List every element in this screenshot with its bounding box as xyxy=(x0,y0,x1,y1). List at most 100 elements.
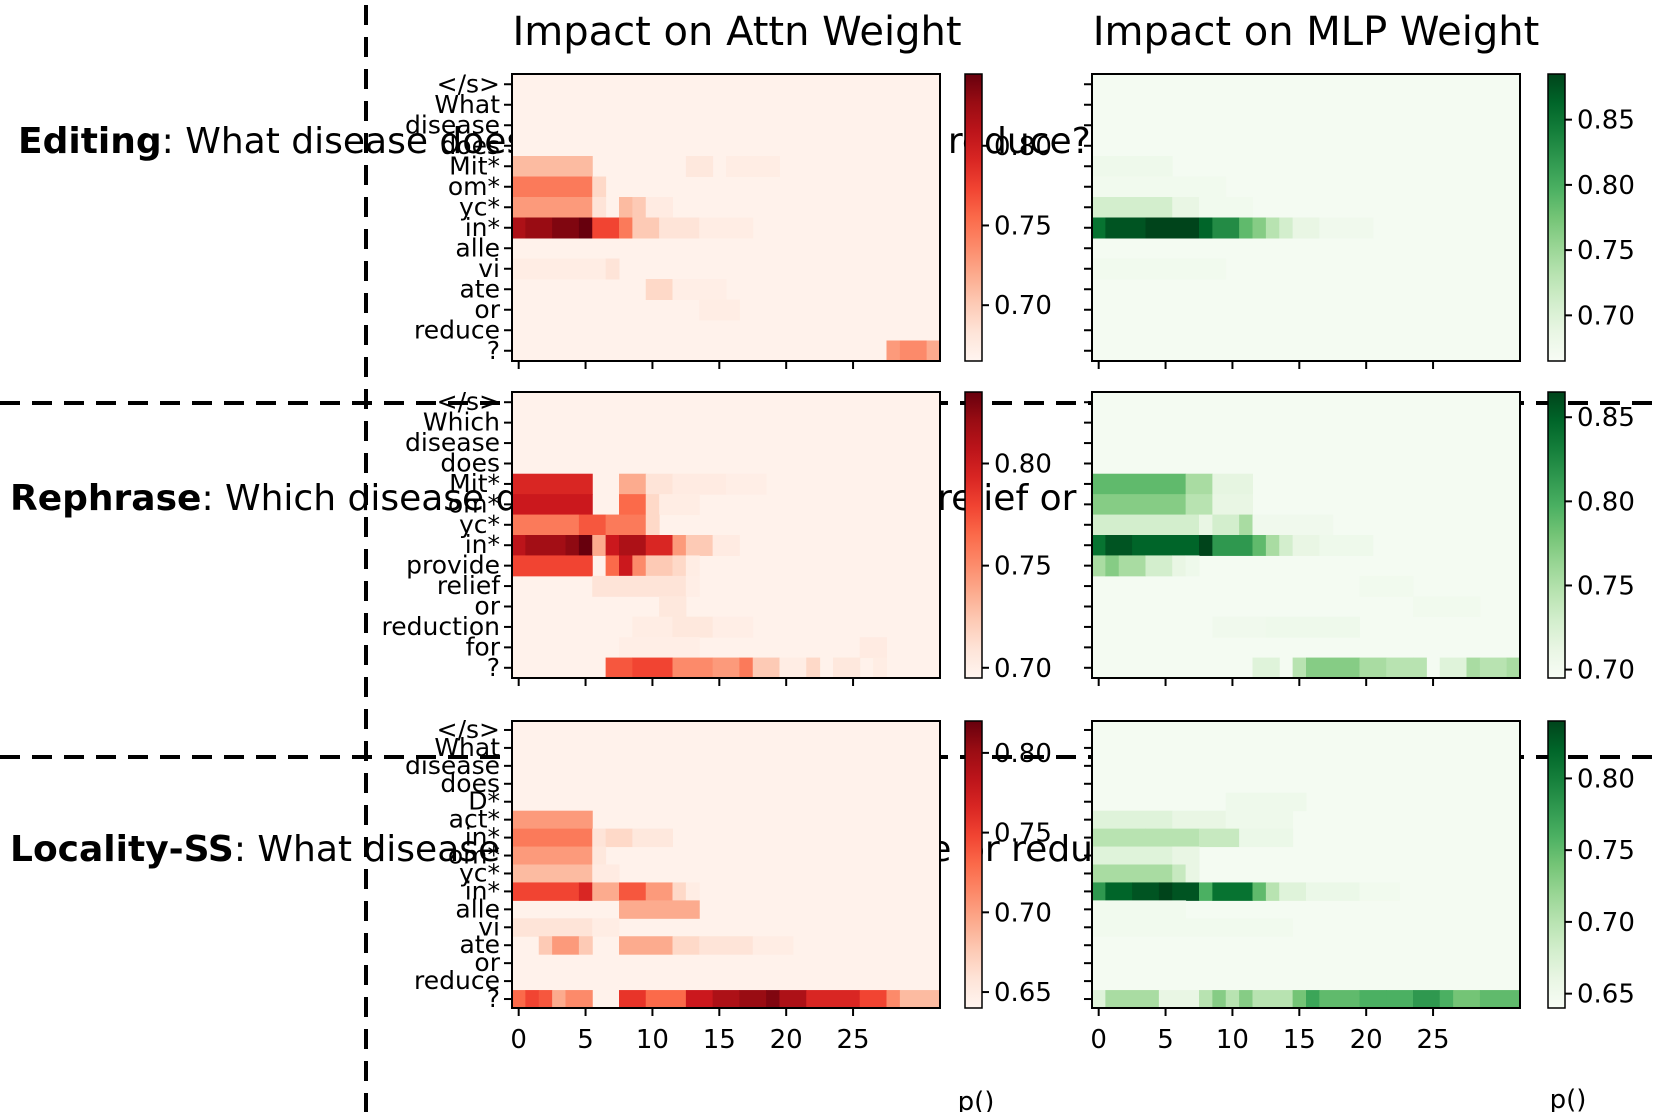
heatmap-cell xyxy=(1092,494,1187,516)
heatmap-cell xyxy=(1306,882,1360,901)
heatmap-cell xyxy=(1132,535,1200,556)
heatmap-cell xyxy=(525,535,566,556)
token-label: ? xyxy=(487,984,500,1013)
heatmap-cell xyxy=(619,473,647,495)
heatmap-cell xyxy=(1092,846,1173,865)
heatmap-cell xyxy=(726,156,780,177)
heatmap-cell xyxy=(1466,657,1481,679)
heatmap-cell xyxy=(1413,990,1441,1009)
heatmap-cell xyxy=(1252,882,1267,901)
heatmap-cell xyxy=(619,637,700,659)
token-label: relief xyxy=(437,571,501,600)
heatmap-cell xyxy=(1239,514,1253,536)
token-label: in* xyxy=(465,876,500,905)
heatmap-cell xyxy=(578,882,593,901)
token-label: reduction xyxy=(382,612,500,641)
heatmap-cell xyxy=(1479,657,1508,679)
colorbar-tick-label: 0.75 xyxy=(994,552,1052,582)
colorbar-tick-label: 0.75 xyxy=(994,211,1052,241)
heatmap-cell xyxy=(645,197,673,218)
heatmap-cell xyxy=(886,990,901,1009)
token-label: vi xyxy=(478,254,500,283)
heatmap-cell xyxy=(1092,535,1106,556)
heatmap-cell xyxy=(886,340,901,362)
token-label: yc* xyxy=(459,192,500,221)
heatmap-cell xyxy=(1279,217,1294,239)
heatmap-cell xyxy=(1172,197,1200,218)
heatmap-cell xyxy=(578,217,593,239)
heatmap-cell xyxy=(645,882,673,901)
x-tick-label: 20 xyxy=(770,1025,803,1055)
heatmap-cell xyxy=(659,217,700,239)
heatmap-cell xyxy=(512,197,593,218)
heatmap-cell xyxy=(1292,657,1307,679)
heatmap-cell xyxy=(592,575,687,597)
heatmap-cell xyxy=(1265,217,1280,239)
heatmap-cell xyxy=(632,217,660,239)
token-label: vi xyxy=(478,912,500,941)
colorbar xyxy=(1547,720,1566,1009)
token-label: yc* xyxy=(459,858,500,887)
heatmap-cell xyxy=(1225,990,1240,1009)
heatmap-cell xyxy=(1092,197,1173,218)
colorbar-tick-label: 0.70 xyxy=(994,654,1052,684)
heatmap-cell xyxy=(1319,535,1374,556)
heatmap-cell xyxy=(605,258,620,280)
heatmap-cell xyxy=(645,535,673,556)
token-label: om* xyxy=(448,489,500,518)
colorbar-tick-label: 0.80 xyxy=(1577,487,1635,517)
heatmap-frame xyxy=(1091,391,1521,679)
heatmap-cell xyxy=(1199,197,1253,218)
heatmap-cell xyxy=(672,616,714,638)
heatmap-cell xyxy=(672,535,687,556)
heatmap-cell xyxy=(1319,990,1360,1009)
heatmap-cell xyxy=(1105,217,1146,239)
heatmap-cell xyxy=(685,156,714,177)
token-label: reduce xyxy=(414,315,500,344)
heatmap-cell xyxy=(512,514,580,536)
heatmap-cell xyxy=(1252,990,1294,1009)
heatmap-cell xyxy=(1279,535,1294,556)
token-label: in* xyxy=(465,530,500,559)
colorbar-tick-label: 0.70 xyxy=(994,898,1052,928)
heatmap-cell xyxy=(1172,882,1200,901)
heatmap-cell xyxy=(1413,596,1481,618)
heatmap-cell xyxy=(672,657,714,679)
token-label: Mit* xyxy=(449,469,500,498)
heatmap-cell xyxy=(619,882,647,901)
token-label: or xyxy=(474,295,500,324)
heatmap-cell xyxy=(645,494,660,516)
colorbar-tick-label: 0.80 xyxy=(1577,171,1635,201)
heatmap-cell xyxy=(1292,535,1320,556)
heatmap-cell xyxy=(1145,217,1200,239)
heatmap-cell xyxy=(512,176,593,198)
token-label: does xyxy=(440,131,500,160)
heatmap-cell xyxy=(1212,990,1227,1009)
colorbar-tick-label: 0.70 xyxy=(1577,656,1635,686)
heatmap-cell xyxy=(1439,657,1467,679)
heatmap-cell xyxy=(1092,990,1106,1009)
colorbar-tick-label: 0.65 xyxy=(1577,980,1635,1010)
heatmap-cell xyxy=(619,555,633,577)
heatmap-cell xyxy=(605,514,647,536)
row-label-bold: Locality-SS xyxy=(10,829,234,870)
heatmap-cell xyxy=(1172,846,1200,865)
heatmap-cell xyxy=(1105,882,1133,901)
heatmap-cell xyxy=(1092,176,1227,198)
x-tick-label: 10 xyxy=(1216,1025,1249,1055)
heatmap-cell xyxy=(672,882,687,901)
heatmap-cell xyxy=(619,217,633,239)
heatmap-cell xyxy=(619,535,647,556)
heatmap-cell xyxy=(619,990,647,1009)
heatmap-cell xyxy=(605,535,620,556)
token-label: yc* xyxy=(459,510,500,539)
heatmap-cell xyxy=(1265,882,1280,901)
heatmap-cell xyxy=(726,473,767,495)
heatmap-cell xyxy=(512,555,593,577)
heatmap-cell xyxy=(1386,657,1414,679)
heatmap-cell xyxy=(1158,882,1173,901)
heatmap-cell xyxy=(685,555,700,577)
heatmap-cell xyxy=(1252,535,1267,556)
heatmap-cell xyxy=(752,657,780,679)
